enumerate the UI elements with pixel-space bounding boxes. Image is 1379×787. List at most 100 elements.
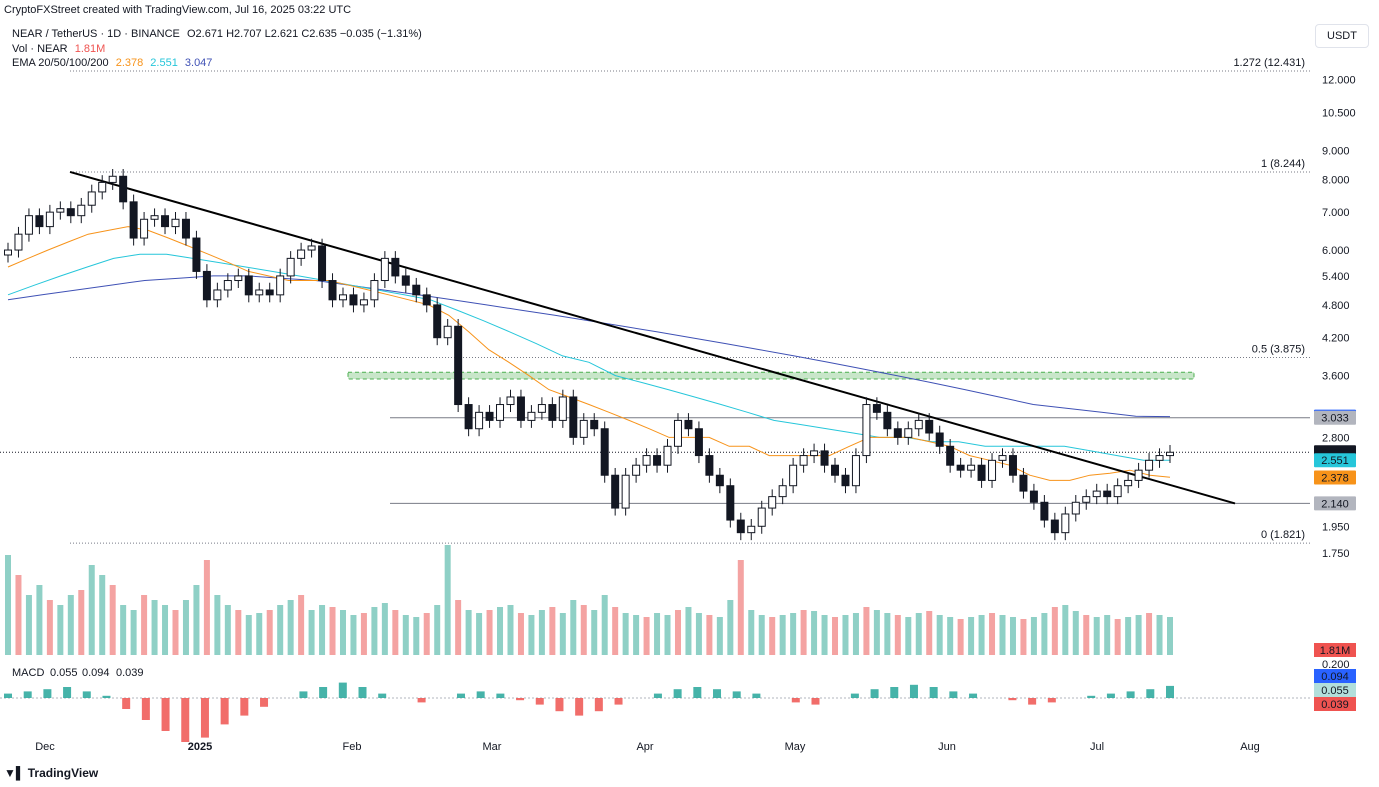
candle-body xyxy=(1050,519,1059,534)
macd-histogram-bar xyxy=(63,687,72,698)
price-axis-tick: 2.800 xyxy=(1322,432,1350,444)
volume-bar xyxy=(381,603,388,655)
macd-badge-text: 0.055 xyxy=(1321,685,1349,697)
candle-body xyxy=(632,464,641,476)
candle-body xyxy=(579,419,588,438)
price-axis-tick: 7.000 xyxy=(1322,207,1350,219)
macd-histogram-bar xyxy=(319,687,328,698)
legend-vol-label[interactable]: Vol · NEAR xyxy=(12,43,68,55)
fib-level-label: 0 (1.821) xyxy=(1261,529,1305,541)
candle-body xyxy=(705,455,714,476)
volume-bar xyxy=(172,610,179,655)
volume-bar xyxy=(486,610,493,655)
macd-histogram-bar xyxy=(456,693,465,698)
volume-bar xyxy=(936,615,943,655)
macd-histogram-bar xyxy=(1166,685,1174,698)
volume-bar xyxy=(1135,615,1142,655)
price-badge-text: 3.033 xyxy=(1321,413,1349,425)
volume-bar xyxy=(695,613,702,655)
price-badge xyxy=(1314,470,1356,485)
candle-body xyxy=(600,428,609,476)
candle-body xyxy=(77,204,86,217)
candle-body xyxy=(150,215,159,220)
candle-body xyxy=(810,450,819,457)
price-axis-tick: 10.500 xyxy=(1322,107,1356,119)
descending-trendline xyxy=(69,170,1236,505)
macd-badge-text: 0.094 xyxy=(1321,671,1349,683)
candle-body xyxy=(24,215,33,235)
volume-bar xyxy=(978,615,985,655)
volume-bar xyxy=(1083,615,1090,655)
macd-histogram-bar xyxy=(811,698,820,705)
candle-body xyxy=(255,289,264,296)
candle-body xyxy=(108,175,117,183)
candle-body xyxy=(1071,501,1080,515)
volume-bar xyxy=(392,610,399,655)
candle-body xyxy=(998,455,1007,461)
volume-bar xyxy=(926,611,933,655)
candle-body xyxy=(1103,490,1112,498)
volume-bar xyxy=(538,610,545,655)
volume-bar xyxy=(811,611,818,655)
candle-body xyxy=(297,249,306,259)
candle-body xyxy=(621,474,630,509)
candle-body xyxy=(370,280,379,301)
legend-ema20: 2.378 xyxy=(115,57,144,69)
legend-symbol[interactable]: NEAR / TetherUS · 1D · BINANCE xyxy=(12,28,180,40)
candle-body xyxy=(663,445,672,466)
volume-bar xyxy=(476,613,483,655)
fib-level-label: 0.5 (3.875) xyxy=(1252,343,1305,355)
price-axis-tick: 4.200 xyxy=(1322,333,1350,345)
volume-bar xyxy=(360,613,367,655)
volume-bar xyxy=(1020,619,1027,655)
chart-header: CryptoFXStreet created with TradingView.… xyxy=(4,4,352,16)
candle-body xyxy=(1040,501,1049,521)
volume-bar xyxy=(779,615,786,655)
volume-bar xyxy=(968,617,975,655)
candle-body xyxy=(768,496,777,509)
tradingview-logo: ▼▌ TradingView xyxy=(4,766,98,780)
tv-mark-icon: ▼▌ xyxy=(4,766,25,780)
time-axis-tick: Mar xyxy=(483,741,502,753)
volume-bar xyxy=(5,555,11,655)
candle-body xyxy=(98,181,107,193)
volume-bar xyxy=(1041,613,1048,655)
candle-body xyxy=(1134,469,1143,481)
candle-body xyxy=(1061,513,1070,534)
candle-body xyxy=(1008,455,1017,476)
volume-bar xyxy=(863,607,870,655)
macd-histogram-bar xyxy=(1106,693,1115,698)
candle-body xyxy=(380,257,389,282)
macd-badge xyxy=(1314,697,1356,711)
macd-histogram-bar xyxy=(1146,689,1155,698)
time-axis-tick: Jun xyxy=(938,741,956,753)
volume-bar xyxy=(256,613,263,655)
volume-bar xyxy=(873,610,880,655)
candle-body xyxy=(988,459,997,481)
currency-selector[interactable]: USDT xyxy=(1315,24,1369,48)
candle-body xyxy=(694,428,703,457)
candle-body xyxy=(328,280,337,301)
candle-body xyxy=(119,175,128,203)
candle-body xyxy=(653,455,662,466)
legend-ema-label[interactable]: EMA 20/50/100/200 xyxy=(12,57,109,69)
price-axis-tick: 12.000 xyxy=(1322,75,1356,87)
price-axis-tick: 1.750 xyxy=(1322,548,1350,560)
candle-body xyxy=(925,419,934,434)
macd-histogram-bar xyxy=(23,691,32,698)
volume-bar xyxy=(706,615,713,655)
macd-histogram-bar xyxy=(1047,698,1056,703)
macd-histogram-bar xyxy=(929,687,938,698)
candle-body xyxy=(946,445,955,466)
volume-bar xyxy=(88,565,95,655)
volume-bar xyxy=(1009,617,1016,655)
volume-bar xyxy=(1167,617,1173,655)
candle-body xyxy=(338,294,347,301)
volume-bar xyxy=(549,607,556,655)
macd-badge xyxy=(1314,683,1356,697)
macd-histogram-bar xyxy=(496,693,505,698)
candle-body xyxy=(789,464,798,487)
candle-body xyxy=(967,464,976,471)
volume-bar xyxy=(465,610,472,655)
